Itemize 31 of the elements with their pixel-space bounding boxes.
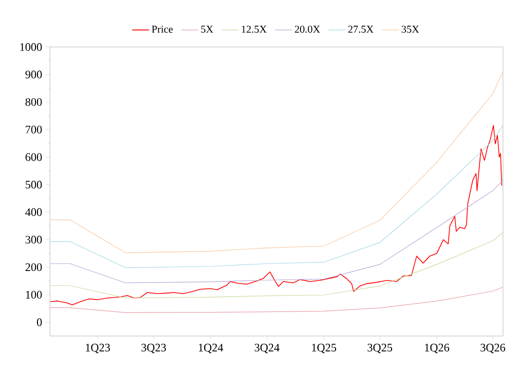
legend-label: 5X	[201, 26, 214, 33]
x-tick-label: 1Q25	[312, 344, 336, 354]
x-tick-label: 3Q25	[368, 344, 392, 354]
x-tick-label: 3Q23	[141, 344, 166, 354]
x-tick-label: 3Q24	[254, 344, 280, 354]
y-tick-label: 500	[26, 180, 42, 188]
legend-label: 20.0X	[294, 26, 320, 33]
legend-label: 35X	[402, 26, 420, 33]
y-tick-label: 400	[25, 208, 42, 216]
y-tick-label: 700	[26, 126, 42, 134]
x-tick-label: 1Q23	[86, 344, 110, 354]
y-tick-label: 800	[25, 98, 42, 106]
line-series	[50, 71, 504, 254]
y-tick-label: 1000	[20, 43, 42, 51]
y-tick-label: 600	[26, 153, 42, 161]
legend-label: 12.5X	[242, 26, 267, 33]
x-tick-label: 1Q24	[198, 344, 224, 354]
x-tick-label: 1Q26	[425, 344, 450, 354]
y-tick-label: 200	[26, 263, 42, 272]
line-series	[50, 180, 504, 284]
legend-label: Price	[152, 26, 173, 33]
line-series	[50, 125, 504, 268]
y-tick-label: 300	[26, 236, 42, 244]
y-tick-label: 900	[25, 70, 42, 78]
line-series	[50, 125, 502, 306]
line-series	[50, 286, 504, 313]
y-tick-label: 0	[36, 318, 42, 326]
x-tick-label: 3Q26	[480, 344, 506, 354]
y-tick-label: 100	[26, 290, 42, 299]
line-series	[50, 232, 504, 298]
legend-label: 27.5X	[348, 26, 374, 33]
